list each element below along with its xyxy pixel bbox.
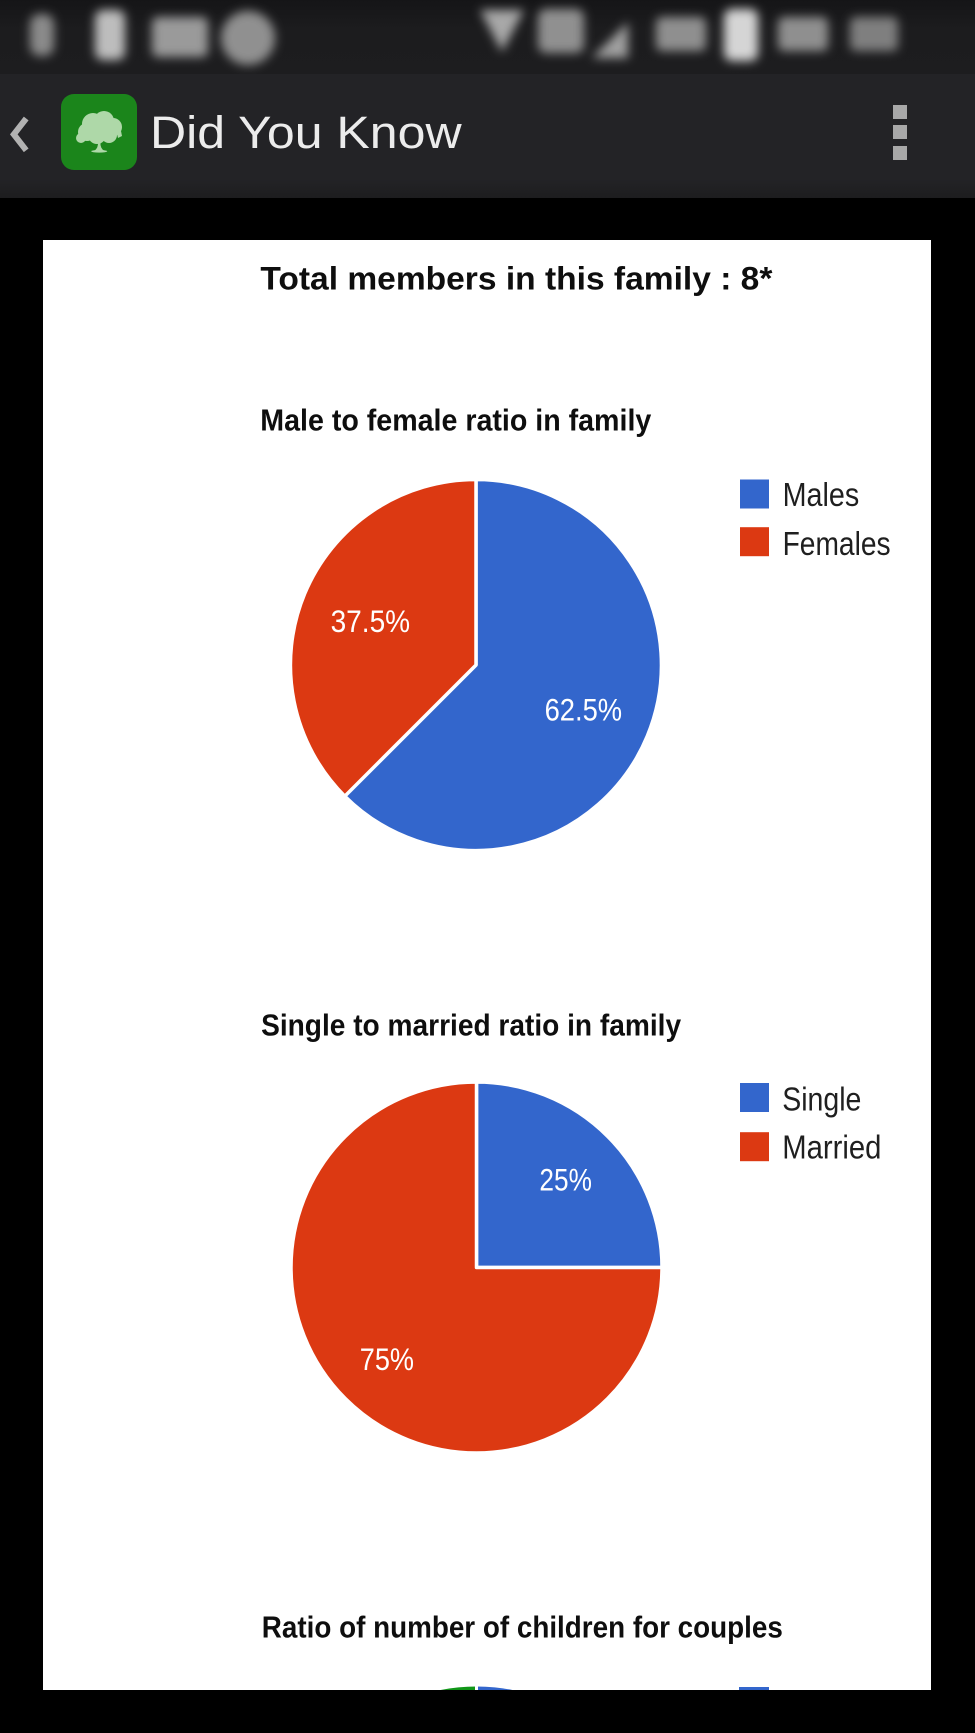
svg-text:Males: Males — [783, 476, 860, 513]
svg-text:Total members in this family :: Total members in this family : 8* — [260, 260, 773, 296]
svg-text:Single: Single — [782, 1080, 861, 1117]
svg-text:Single to married ratio in fam: Single to married ratio in family — [261, 1009, 681, 1043]
svg-text:75%: 75% — [360, 1341, 414, 1377]
svg-text:Married: Married — [782, 1129, 881, 1166]
svg-text:Females: Females — [783, 525, 891, 562]
svg-text:37.5%: 37.5% — [331, 603, 411, 639]
svg-text:Ratio of number of children fo: Ratio of number of children for couples — [262, 1610, 783, 1644]
svg-text:25%: 25% — [539, 1161, 592, 1197]
svg-text:62.5%: 62.5% — [545, 691, 623, 727]
svg-text:Male to female ratio in family: Male to female ratio in family — [260, 404, 651, 438]
